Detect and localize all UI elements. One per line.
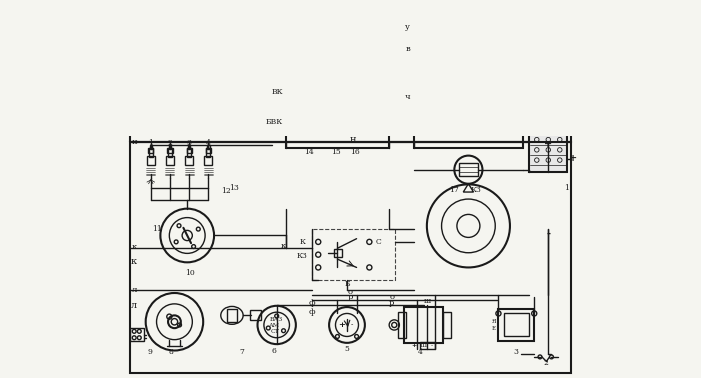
Text: E: E xyxy=(492,326,496,331)
Text: в: в xyxy=(405,45,410,53)
Text: ВАЗ: ВАЗ xyxy=(270,318,283,322)
Text: Ш: Ш xyxy=(420,343,427,348)
Bar xyxy=(250,310,261,321)
Bar xyxy=(130,328,144,341)
Text: 11: 11 xyxy=(151,225,161,233)
Text: р: р xyxy=(348,293,353,302)
Bar xyxy=(166,156,174,165)
Text: 2: 2 xyxy=(168,139,172,147)
Text: н: н xyxy=(132,138,137,146)
Text: ВК: ВК xyxy=(271,88,283,96)
Text: 9: 9 xyxy=(148,349,153,356)
Text: +: + xyxy=(569,154,577,163)
Bar xyxy=(185,156,193,165)
Text: 6: 6 xyxy=(271,347,276,355)
Text: о: о xyxy=(348,288,353,296)
Text: 2: 2 xyxy=(543,359,548,367)
Text: Я: Я xyxy=(491,319,496,324)
Text: С: С xyxy=(376,238,382,246)
Bar xyxy=(187,148,191,157)
Bar xyxy=(498,309,534,341)
Text: ф: ф xyxy=(308,308,315,316)
Bar xyxy=(503,313,529,336)
Text: Б: Б xyxy=(344,280,350,288)
Text: 4: 4 xyxy=(206,139,211,147)
Text: 16: 16 xyxy=(350,148,360,156)
Text: 4: 4 xyxy=(418,349,423,356)
Bar xyxy=(206,148,210,157)
Text: 7: 7 xyxy=(239,349,244,356)
Bar xyxy=(149,146,152,149)
Bar xyxy=(334,249,342,257)
Text: 14: 14 xyxy=(304,148,313,156)
Bar xyxy=(149,148,153,157)
Bar xyxy=(529,114,567,172)
Bar xyxy=(312,229,395,280)
Bar xyxy=(398,312,406,338)
Bar xyxy=(169,146,171,149)
Text: н: н xyxy=(350,135,357,144)
Text: к: к xyxy=(131,257,137,266)
Text: р: р xyxy=(389,299,395,307)
Text: -: - xyxy=(546,229,550,238)
Text: 5: 5 xyxy=(345,345,349,353)
Bar xyxy=(384,100,388,113)
Text: К: К xyxy=(299,238,305,246)
Bar xyxy=(205,156,212,165)
Text: 10: 10 xyxy=(186,268,196,277)
Bar xyxy=(188,146,191,149)
Text: КЗ: КЗ xyxy=(470,186,482,194)
Text: СТ: СТ xyxy=(271,329,280,334)
Text: БВК: БВК xyxy=(266,118,283,126)
Text: 1: 1 xyxy=(149,139,154,147)
Text: ч: ч xyxy=(405,93,411,101)
Bar xyxy=(168,148,172,153)
Text: КЗ: КЗ xyxy=(297,252,308,260)
Bar xyxy=(168,148,172,157)
Text: 13: 13 xyxy=(229,184,239,192)
Bar xyxy=(206,148,211,153)
Bar xyxy=(286,87,388,148)
Text: -: - xyxy=(430,343,433,348)
Text: о: о xyxy=(389,293,394,302)
Text: +: + xyxy=(339,321,346,329)
Bar xyxy=(404,307,443,343)
Text: 15: 15 xyxy=(332,148,341,156)
Bar xyxy=(443,312,451,338)
Text: 12: 12 xyxy=(221,187,231,195)
Text: у: у xyxy=(405,23,410,31)
Circle shape xyxy=(457,214,480,237)
Text: АМ: АМ xyxy=(269,323,280,328)
Bar xyxy=(459,163,478,176)
Text: л: л xyxy=(131,301,137,310)
Text: +: + xyxy=(411,343,416,348)
Text: к: к xyxy=(132,243,137,251)
Bar xyxy=(207,146,210,149)
Text: 3: 3 xyxy=(514,349,519,356)
Bar xyxy=(414,20,523,148)
Bar xyxy=(186,148,191,153)
Text: 8: 8 xyxy=(169,349,174,356)
Text: ш: ш xyxy=(423,297,430,305)
Text: 17: 17 xyxy=(449,186,459,194)
Bar xyxy=(148,148,154,153)
Text: л: л xyxy=(132,286,137,294)
Text: 1: 1 xyxy=(564,184,569,192)
Text: ф: ф xyxy=(308,299,315,307)
Text: 3: 3 xyxy=(186,139,191,147)
Text: +: + xyxy=(544,139,552,149)
Bar xyxy=(147,156,155,165)
Text: -: - xyxy=(351,321,353,329)
Text: к: к xyxy=(280,242,286,250)
Bar xyxy=(227,309,237,322)
Bar xyxy=(322,124,334,134)
Bar xyxy=(421,342,435,349)
